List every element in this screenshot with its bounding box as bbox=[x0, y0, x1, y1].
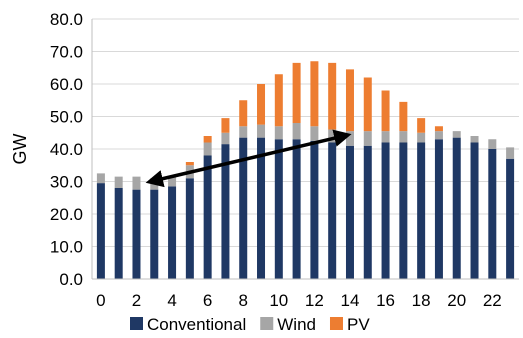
bar-wind-19 bbox=[434, 131, 443, 140]
bar-pv-11 bbox=[292, 62, 301, 123]
y-tick-label: 20.0 bbox=[50, 205, 83, 224]
bar-conventional-0 bbox=[96, 183, 105, 279]
bar-wind-12 bbox=[310, 126, 319, 141]
bar-pv-5 bbox=[185, 162, 194, 166]
bar-conventional-21 bbox=[470, 142, 479, 279]
bar-wind-17 bbox=[399, 131, 408, 143]
bar-conventional-10 bbox=[274, 139, 283, 279]
bar-conventional-22 bbox=[488, 149, 497, 279]
legend-label-conventional: Conventional bbox=[147, 315, 246, 334]
y-tick-label: 60.0 bbox=[50, 75, 83, 94]
bar-conventional-9 bbox=[257, 137, 266, 279]
bar-pv-13 bbox=[328, 62, 337, 130]
bar-conventional-14 bbox=[345, 145, 354, 279]
x-tick-label: 12 bbox=[305, 291, 324, 310]
double-arrow-annotation bbox=[145, 129, 352, 188]
bar-conventional-15 bbox=[363, 145, 372, 279]
x-tick-label: 0 bbox=[96, 291, 105, 310]
bar-conventional-6 bbox=[203, 155, 212, 279]
bar-wind-1 bbox=[114, 176, 123, 188]
bar-conventional-8 bbox=[239, 137, 248, 279]
bar-wind-10 bbox=[274, 126, 283, 140]
y-tick-label: 10.0 bbox=[50, 238, 83, 257]
bar-wind-22 bbox=[488, 139, 497, 149]
bar-wind-14 bbox=[345, 131, 354, 146]
bar-conventional-12 bbox=[310, 140, 319, 279]
legend-label-wind: Wind bbox=[277, 315, 316, 334]
x-tick-label: 6 bbox=[203, 291, 212, 310]
bar-wind-9 bbox=[257, 124, 266, 138]
bar-pv-18 bbox=[417, 118, 426, 133]
bar-wind-2 bbox=[132, 176, 141, 190]
x-tick-label: 2 bbox=[132, 291, 141, 310]
bar-conventional-19 bbox=[434, 139, 443, 279]
bar-wind-15 bbox=[363, 131, 372, 146]
bar-pv-10 bbox=[274, 74, 283, 127]
legend-swatch-conventional bbox=[130, 317, 143, 330]
bar-conventional-20 bbox=[452, 137, 461, 279]
y-tick-label: 50.0 bbox=[50, 108, 83, 127]
bar-conventional-11 bbox=[292, 139, 301, 279]
y-tick-label: 30.0 bbox=[50, 173, 83, 192]
bar-conventional-23 bbox=[506, 158, 515, 279]
y-tick-label: 40.0 bbox=[50, 140, 83, 159]
bar-pv-15 bbox=[363, 77, 372, 132]
x-tick-label: 18 bbox=[412, 291, 431, 310]
y-tick-label: 80.0 bbox=[50, 10, 83, 29]
x-tick-label: 14 bbox=[341, 291, 360, 310]
bar-conventional-18 bbox=[417, 142, 426, 279]
bar-wind-11 bbox=[292, 123, 301, 140]
bar-wind-7 bbox=[221, 132, 230, 145]
x-tick-label: 22 bbox=[483, 291, 502, 310]
y-tick-label: 0.0 bbox=[59, 270, 83, 289]
bar-pv-6 bbox=[203, 136, 212, 143]
y-tick-label: 70.0 bbox=[50, 43, 83, 62]
bar-conventional-1 bbox=[114, 188, 123, 279]
bar-pv-8 bbox=[239, 100, 248, 127]
bar-pv-9 bbox=[257, 84, 266, 125]
axes: 0.0 10.0 20.0 30.0 40.0 50.0 60.0 70.0 80.0 0 2 4 6 8… bbox=[50, 10, 519, 310]
legend-swatch-pv bbox=[329, 317, 343, 330]
bar-wind-6 bbox=[203, 142, 212, 156]
bar-wind-8 bbox=[239, 126, 248, 138]
bar-conventional-3 bbox=[150, 189, 159, 279]
x-tick-label: 10 bbox=[269, 291, 288, 310]
bar-conventional-7 bbox=[221, 144, 230, 279]
legend: Conventional Wind PV bbox=[130, 315, 370, 334]
bar-pv-19 bbox=[434, 126, 443, 132]
bar-conventional-4 bbox=[168, 186, 177, 279]
bar-pv-16 bbox=[381, 90, 390, 132]
y-axis-title: GW bbox=[10, 133, 30, 164]
bar-conventional-17 bbox=[399, 142, 408, 279]
bar-wind-23 bbox=[506, 147, 515, 159]
bar-pv-17 bbox=[399, 101, 408, 132]
bar-pv-12 bbox=[310, 61, 319, 127]
bar-wind-20 bbox=[452, 131, 461, 138]
bar-conventional-13 bbox=[328, 142, 337, 279]
bar-pv-7 bbox=[221, 118, 230, 133]
bar-conventional-2 bbox=[132, 189, 141, 279]
bars bbox=[96, 61, 515, 279]
bar-wind-21 bbox=[470, 136, 479, 143]
legend-label-pv: PV bbox=[347, 315, 370, 334]
bar-wind-0 bbox=[96, 173, 105, 184]
bar-pv-14 bbox=[345, 69, 354, 132]
annotations bbox=[145, 129, 352, 188]
x-tick-label: 20 bbox=[447, 291, 466, 310]
bar-conventional-5 bbox=[185, 178, 194, 279]
bar-wind-18 bbox=[417, 132, 426, 143]
x-tick-label: 4 bbox=[167, 291, 176, 310]
bar-conventional-16 bbox=[381, 142, 390, 279]
x-tick-label: 8 bbox=[238, 291, 247, 310]
bar-wind-16 bbox=[381, 131, 390, 143]
legend-swatch-wind bbox=[260, 317, 274, 330]
x-tick-label: 16 bbox=[376, 291, 395, 310]
